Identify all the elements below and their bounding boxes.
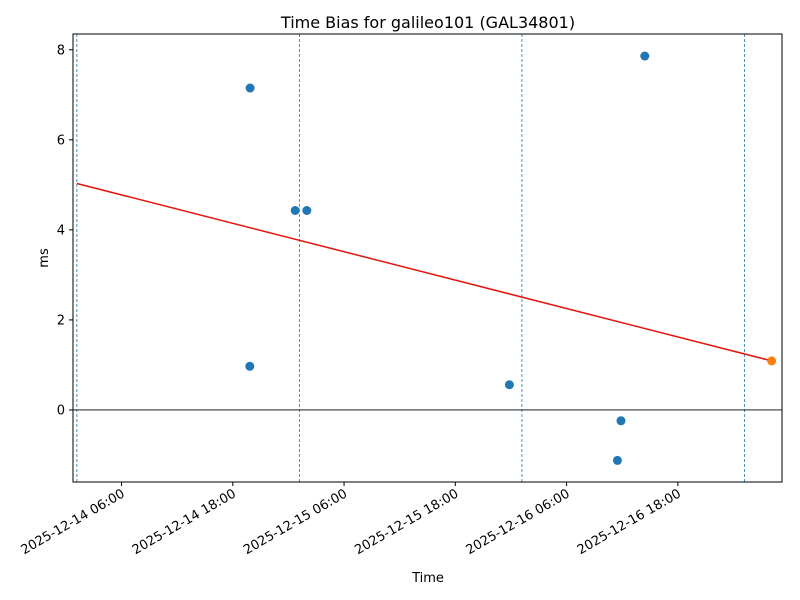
data-point-s0-7	[640, 51, 650, 61]
x-axis-label: Time	[411, 571, 444, 586]
x-tick-label-2: 2025-12-15 06:00	[241, 486, 350, 558]
data-point-s0-3	[302, 205, 312, 215]
x-tick-label-4: 2025-12-16 06:00	[464, 486, 573, 558]
vertical-reference-lines	[76, 34, 745, 482]
trend-line	[76, 182, 772, 362]
y-tick-label-1: 2	[57, 313, 65, 328]
y-axis-ticks: 0 2 4 6 8	[57, 43, 73, 418]
data-point-s0-1	[245, 361, 255, 371]
x-axis-ticks: 2025-12-14 06:00 2025-12-14 18:00 2025-12-…	[19, 482, 684, 558]
data-points	[245, 51, 777, 465]
x-tick-label-0: 2025-12-14 06:00	[19, 486, 128, 558]
data-point-s0-6	[612, 455, 622, 465]
data-point-s0-4	[504, 380, 514, 390]
data-point-s0-0	[245, 83, 255, 93]
chart-title: Time Bias for galileo101 (GAL34801)	[280, 13, 575, 32]
trend-line-group	[76, 182, 772, 362]
y-tick-label-0: 0	[57, 403, 65, 418]
y-axis-label: ms	[37, 248, 52, 268]
y-tick-label-2: 4	[57, 223, 65, 238]
data-point-s0-5	[616, 416, 626, 426]
x-tick-label-5: 2025-12-16 18:00	[575, 486, 684, 558]
x-tick-label-1: 2025-12-14 18:00	[130, 486, 239, 558]
y-tick-label-3: 6	[57, 133, 65, 148]
y-tick-label-4: 8	[57, 43, 65, 58]
plot-frame	[72, 33, 783, 483]
x-tick-label-3: 2025-12-15 18:00	[352, 486, 461, 558]
data-point-s1-0	[767, 356, 777, 366]
data-point-s0-2	[290, 205, 300, 215]
